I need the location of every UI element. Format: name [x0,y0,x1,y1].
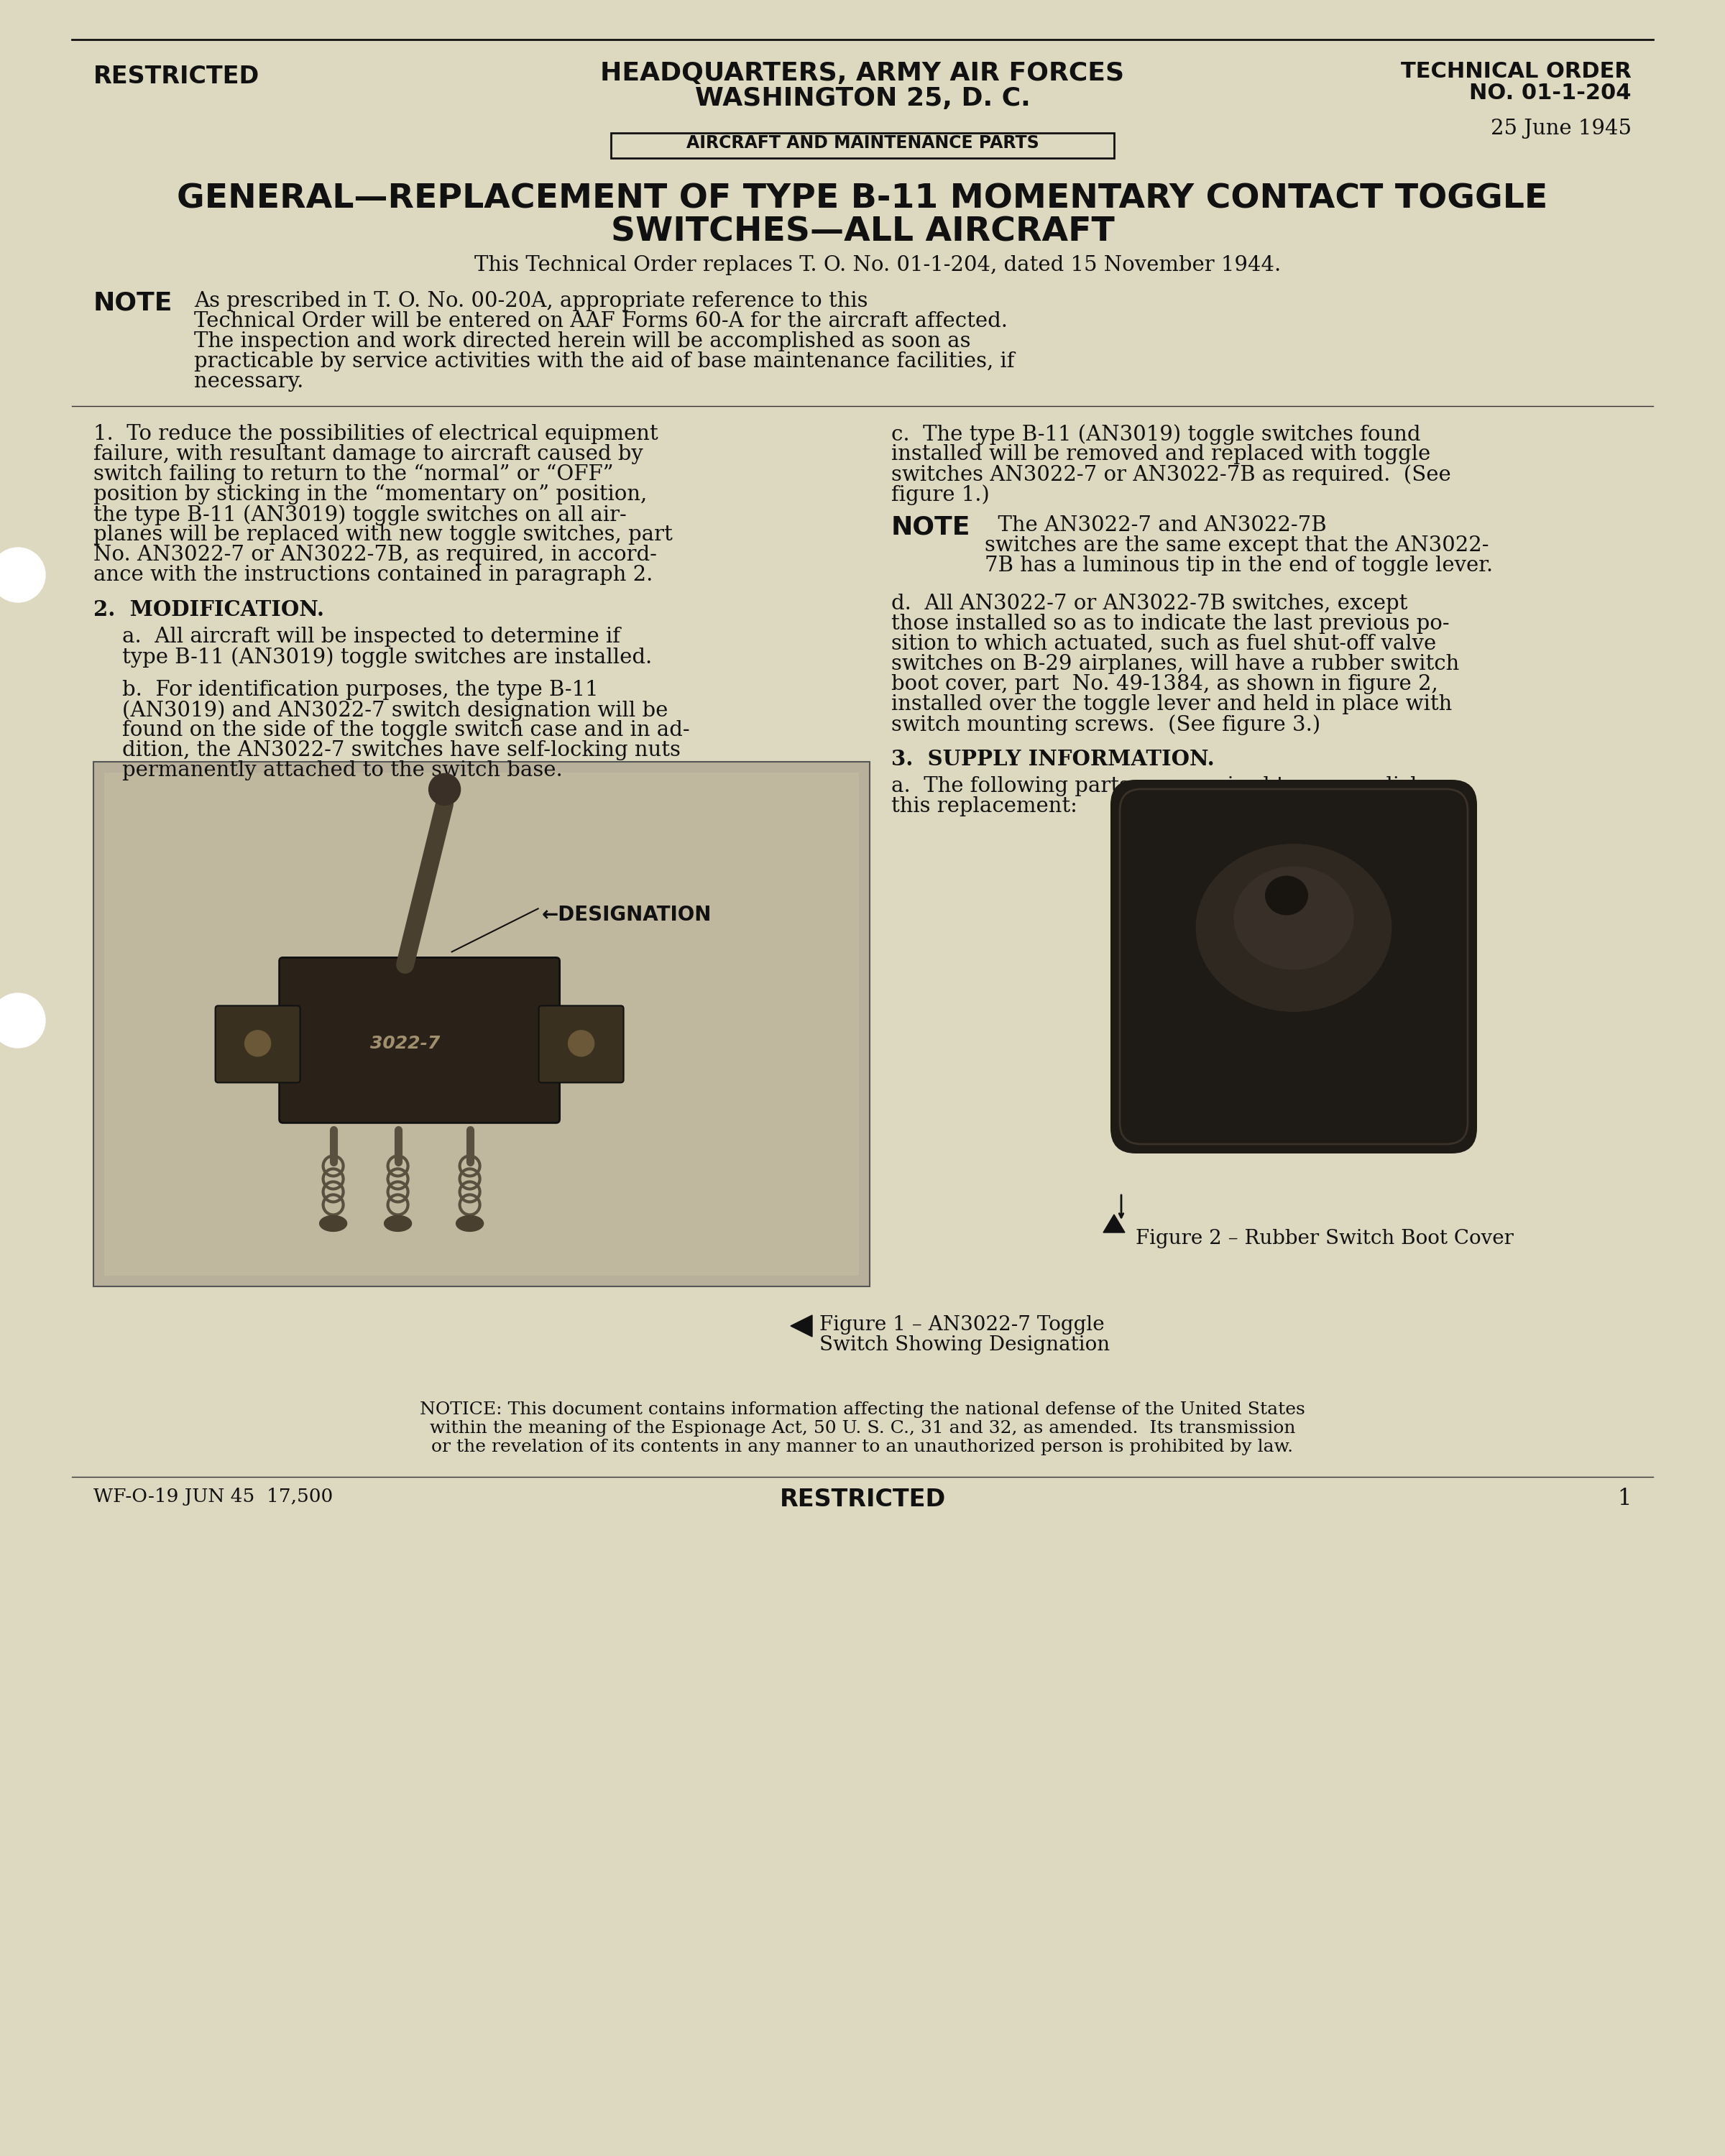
Text: ance with the instructions contained in paragraph 2.: ance with the instructions contained in … [93,565,652,584]
Bar [93,761,869,1287]
Text: GENERAL—REPLACEMENT OF TYPE B-11 MOMENTARY CONTACT TOGGLE: GENERAL—REPLACEMENT OF TYPE B-11 MOMENTA… [178,183,1547,216]
Text: installed over the toggle lever and held in place with: installed over the toggle lever and held… [892,694,1452,714]
Bar [104,772,859,1276]
Text: planes will be replaced with new toggle switches, part: planes will be replaced with new toggle … [93,524,673,545]
Text: RESTRICTED: RESTRICTED [780,1488,945,1511]
Text: 3022-7: 3022-7 [371,1035,440,1052]
FancyBboxPatch shape [216,1005,300,1082]
Text: type B-11 (AN3019) toggle switches are installed.: type B-11 (AN3019) toggle switches are i… [122,647,652,668]
Text: switches are the same except that the AN3022-: switches are the same except that the AN… [985,535,1489,556]
Ellipse shape [319,1216,347,1231]
Text: RESTRICTED: RESTRICTED [93,65,260,88]
Text: 7B has a luminous tip in the end of toggle lever.: 7B has a luminous tip in the end of togg… [985,556,1492,576]
Polygon shape [790,1315,812,1337]
Text: the type B-11 (AN3019) toggle switches on all air-: the type B-11 (AN3019) toggle switches o… [93,505,626,526]
Text: Technical Order will be entered on AAF Forms 60-A for the aircraft affected.: Technical Order will be entered on AAF F… [193,310,1007,332]
Text: NO. 01-1-204: NO. 01-1-204 [1470,82,1632,103]
Text: (AN3019) and AN3022-7 switch designation will be: (AN3019) and AN3022-7 switch designation… [122,701,668,720]
Circle shape [0,548,45,602]
Text: a.  The following parts are required to accomplish: a. The following parts are required to a… [892,776,1423,796]
Text: NOTE: NOTE [892,515,971,539]
Ellipse shape [385,1216,412,1231]
Text: switches on B-29 airplanes, will have a rubber switch: switches on B-29 airplanes, will have a … [892,653,1459,675]
FancyBboxPatch shape [1111,780,1477,1153]
Text: installed will be removed and replaced with toggle: installed will be removed and replaced w… [892,444,1430,464]
Text: HEADQUARTERS, ARMY AIR FORCES: HEADQUARTERS, ARMY AIR FORCES [600,60,1125,86]
Text: switch failing to return to the “normal” or “OFF”: switch failing to return to the “normal”… [93,464,614,485]
Text: failure, with resultant damage to aircraft caused by: failure, with resultant damage to aircra… [93,444,643,464]
Text: ←DESIGNATION: ←DESIGNATION [542,906,711,925]
Ellipse shape [455,1216,483,1231]
Text: SWITCHES—ALL AIRCRAFT: SWITCHES—ALL AIRCRAFT [611,216,1114,248]
Text: switches AN3022-7 or AN3022-7B as required.  (See: switches AN3022-7 or AN3022-7B as requir… [892,464,1451,485]
Ellipse shape [1264,875,1308,914]
Text: 25 June 1945: 25 June 1945 [1490,119,1632,138]
Text: TECHNICAL ORDER: TECHNICAL ORDER [1401,60,1632,82]
Text: As prescribed in T. O. No. 00-20A, appropriate reference to this: As prescribed in T. O. No. 00-20A, appro… [193,291,868,310]
Text: within the meaning of the Espionage Act, 50 U. S. C., 31 and 32, as amended.  It: within the meaning of the Espionage Act,… [430,1421,1295,1436]
Text: necessary.: necessary. [193,371,304,392]
Text: Figure 2 – Rubber Switch Boot Cover: Figure 2 – Rubber Switch Boot Cover [1135,1229,1513,1248]
Text: boot cover, part  No. 49-1384, as shown in figure 2,: boot cover, part No. 49-1384, as shown i… [892,675,1439,694]
Text: WASHINGTON 25, D. C.: WASHINGTON 25, D. C. [695,86,1030,110]
Text: No. AN3022-7 or AN3022-7B, as required, in accord-: No. AN3022-7 or AN3022-7B, as required, … [93,545,657,565]
Circle shape [430,774,461,804]
Text: b.  For identification purposes, the type B-11: b. For identification purposes, the type… [122,679,599,701]
Circle shape [568,1031,593,1056]
Polygon shape [1104,1214,1125,1233]
Text: 1: 1 [1618,1488,1632,1509]
Bar [611,134,1114,157]
Text: this replacement:: this replacement: [892,796,1078,817]
Circle shape [0,994,45,1048]
FancyBboxPatch shape [279,957,559,1123]
Text: This Technical Order replaces T. O. No. 01-1-204, dated 15 November 1944.: This Technical Order replaces T. O. No. … [474,254,1282,276]
FancyBboxPatch shape [538,1005,624,1082]
Text: sition to which actuated, such as fuel shut-off valve: sition to which actuated, such as fuel s… [892,634,1437,653]
Text: a.  All aircraft will be inspected to determine if: a. All aircraft will be inspected to det… [122,627,621,647]
Text: The AN3022-7 and AN3022-7B: The AN3022-7 and AN3022-7B [985,515,1327,535]
Text: position by sticking in the “momentary on” position,: position by sticking in the “momentary o… [93,485,647,505]
Text: practicable by service activities with the aid of base maintenance facilities, i: practicable by service activities with t… [193,351,1014,371]
Text: NOTE: NOTE [93,291,172,315]
Text: permanently attached to the switch base.: permanently attached to the switch base. [122,761,562,780]
Ellipse shape [1195,843,1392,1011]
Text: c.  The type B-11 (AN3019) toggle switches found: c. The type B-11 (AN3019) toggle switche… [892,425,1421,444]
Text: those installed so as to indicate the last previous po-: those installed so as to indicate the la… [892,614,1449,634]
Text: NOTICE: This document contains information affecting the national defense of the: NOTICE: This document contains informati… [419,1401,1306,1419]
Text: Figure 1 – AN3022-7 Toggle: Figure 1 – AN3022-7 Toggle [819,1315,1104,1335]
Text: Switch Showing Designation: Switch Showing Designation [819,1335,1109,1354]
Text: d.  All AN3022-7 or AN3022-7B switches, except: d. All AN3022-7 or AN3022-7B switches, e… [892,593,1408,614]
Text: WF-O-19 JUN 45  17,500: WF-O-19 JUN 45 17,500 [93,1488,333,1505]
Text: AIRCRAFT AND MAINTENANCE PARTS: AIRCRAFT AND MAINTENANCE PARTS [687,134,1038,151]
Text: switch mounting screws.  (See figure 3.): switch mounting screws. (See figure 3.) [892,714,1320,735]
Text: or the revelation of its contents in any manner to an unauthorized person is pro: or the revelation of its contents in any… [431,1438,1294,1455]
Text: figure 1.): figure 1.) [892,485,990,505]
Text: 2.  MODIFICATION.: 2. MODIFICATION. [93,599,324,621]
Circle shape [245,1031,271,1056]
Text: The inspection and work directed herein will be accomplished as soon as: The inspection and work directed herein … [193,332,971,351]
Ellipse shape [1233,867,1354,970]
Text: 1.  To reduce the possibilities of electrical equipment: 1. To reduce the possibilities of electr… [93,425,659,444]
Text: found on the side of the toggle switch case and in ad-: found on the side of the toggle switch c… [122,720,690,740]
Text: 3.  SUPPLY INFORMATION.: 3. SUPPLY INFORMATION. [892,748,1214,770]
Text: dition, the AN3022-7 switches have self-locking nuts: dition, the AN3022-7 switches have self-… [122,740,681,761]
